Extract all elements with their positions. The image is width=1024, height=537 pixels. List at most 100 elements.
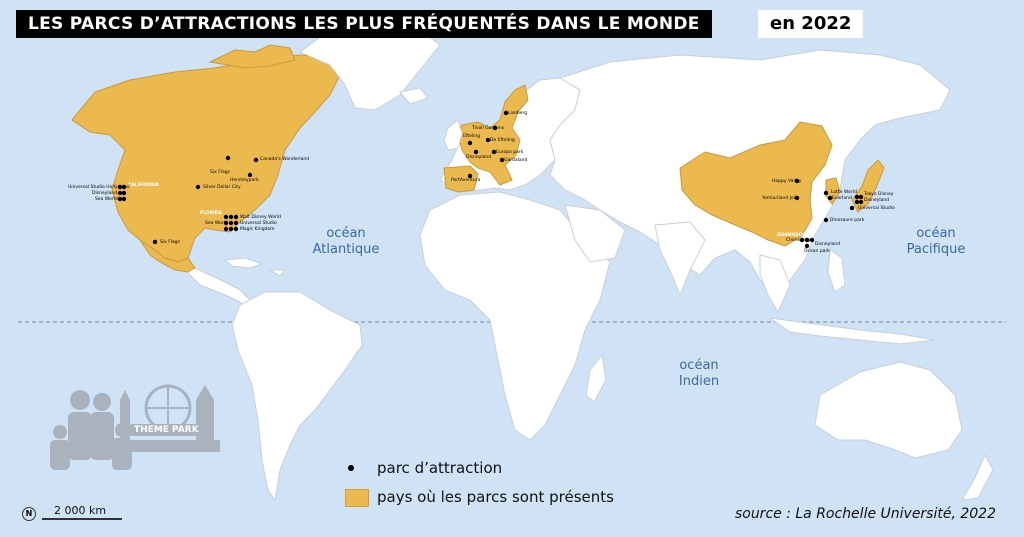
china [679, 121, 833, 247]
india [654, 221, 706, 297]
park-label: De Efteling [490, 138, 515, 143]
park-label: Disneyland [466, 155, 492, 160]
park-label: Dinosaure park [830, 218, 865, 223]
park-label: Disneyland [92, 191, 118, 196]
park-label: Gardaland [504, 158, 528, 163]
park-dot [253, 157, 259, 163]
legend-park-symbol [348, 465, 354, 471]
ocean-name: Atlantique [312, 242, 380, 257]
scale-label: 2 000 km [54, 504, 107, 517]
park-dot [467, 173, 473, 179]
australia [814, 361, 963, 459]
ocean-word: océan [326, 226, 366, 241]
park-label: Disneyland [815, 242, 841, 247]
region-label-california: CALIFORNIA [128, 183, 159, 188]
indonesia [769, 317, 936, 345]
caribbean [223, 257, 287, 277]
park-dot [473, 149, 479, 155]
park-dot [195, 184, 201, 190]
park-label: Happy Valley [772, 179, 802, 184]
park-label: Tivoli Gardens [472, 126, 505, 131]
park-dot [858, 194, 864, 200]
park-dot [225, 155, 231, 161]
park-dot [117, 190, 123, 196]
park-dot [854, 194, 860, 200]
ocean-word: océan [916, 226, 956, 241]
park-label: Magic Kingdom [240, 227, 275, 232]
park-label: Walt Disney World [240, 215, 282, 220]
park-markers [117, 110, 864, 249]
park-dot [117, 196, 123, 202]
park-label: Universal Studio [858, 206, 895, 211]
park-dot [233, 214, 239, 220]
park-label: Efteling [463, 134, 481, 139]
park-dot [799, 237, 805, 243]
africa [419, 191, 611, 441]
park-dot [117, 184, 123, 190]
park-label: Six Flags [160, 240, 180, 245]
park-dot [223, 214, 229, 220]
theme-park-logo-text: THEME PARK [130, 424, 203, 436]
park-label: PortAventura [451, 178, 481, 183]
park-label: Liseberg [508, 111, 528, 116]
park-dot [804, 237, 810, 243]
park-dot [121, 184, 127, 190]
map-year: en 2022 [758, 10, 864, 38]
park-label: Chimelong [786, 238, 811, 243]
park-label: Canada's Wonderland [260, 157, 310, 162]
park-dot [858, 199, 864, 205]
southeast-asia [759, 254, 791, 314]
region-label-florida: FLORIDA [200, 211, 222, 216]
park-label: Lotte World [831, 190, 857, 195]
park-dot [809, 237, 815, 243]
park-dot [794, 195, 800, 201]
park-dot [233, 226, 239, 232]
park-dot [503, 110, 509, 116]
park-dot [228, 220, 234, 226]
park-dot [499, 157, 505, 163]
legend-country-label: pays où les parcs sont présents [377, 488, 614, 506]
ocean-name: Pacifique [906, 242, 966, 257]
park-dot [794, 178, 800, 184]
park-dot [492, 125, 498, 131]
region-label-guangdong: GUANGDONG [777, 233, 811, 238]
ocean-label-atlantique: océan Atlantique [306, 226, 386, 258]
iceland [399, 87, 429, 105]
park-label: Europa park [496, 150, 524, 155]
park-label: Everland [832, 196, 852, 201]
park-dot [804, 243, 810, 249]
ocean-label-indien: océan Indien [659, 358, 739, 390]
ocean-label-pacifique: océan Pacifique [896, 226, 976, 258]
map-title: LES PARCS D’ATTRACTIONS LES PLUS FRÉQUEN… [16, 10, 712, 38]
madagascar [585, 353, 607, 403]
park-dot [223, 220, 229, 226]
park-label: Disneyland [864, 198, 890, 203]
park-label: Yomiuriland Jolu [762, 196, 798, 201]
park-dot [823, 217, 829, 223]
ocean-word: océan [679, 358, 719, 373]
arabia [564, 204, 626, 263]
new-zealand [961, 453, 994, 501]
park-label: Sea World [205, 221, 228, 226]
north-arrow-icon: N [22, 507, 36, 521]
park-dot [121, 190, 127, 196]
park-label: Universal Studio [240, 221, 277, 226]
park-dot [854, 199, 860, 205]
park-dot [223, 226, 229, 232]
theme-park-logo [50, 384, 220, 470]
park-dot [485, 137, 491, 143]
ocean-name: Indien [678, 374, 720, 389]
legend-park-label: parc d’attraction [377, 459, 503, 477]
park-label: Hersheypark [230, 178, 259, 183]
japan [851, 159, 885, 213]
uk [443, 119, 463, 151]
park-dot [247, 172, 253, 178]
park-dot [827, 195, 833, 201]
park-dot [467, 140, 473, 146]
scale-bar [42, 518, 122, 520]
park-dot [152, 239, 158, 245]
park-label: Universal Studio Hollywood [68, 185, 130, 190]
south-america [231, 291, 363, 502]
